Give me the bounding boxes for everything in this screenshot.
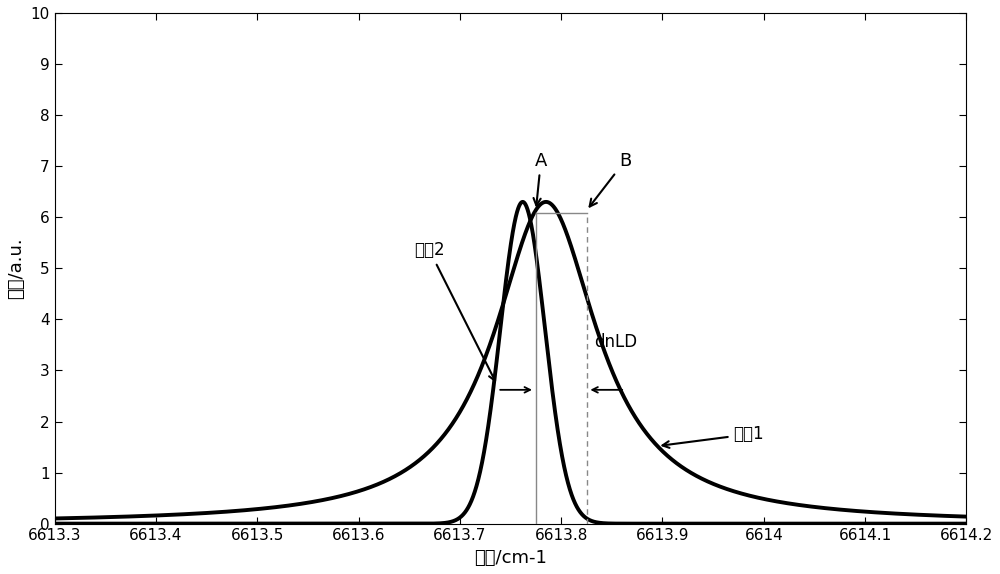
Y-axis label: 强度/a.u.: 强度/a.u. <box>7 238 25 299</box>
Text: B: B <box>590 152 631 207</box>
Text: dnLD: dnLD <box>595 333 638 351</box>
Text: 曲线2: 曲线2 <box>414 242 495 381</box>
Text: 曲线1: 曲线1 <box>662 425 764 448</box>
X-axis label: 波数/cm-1: 波数/cm-1 <box>474 549 547 567</box>
Text: A: A <box>534 152 547 205</box>
